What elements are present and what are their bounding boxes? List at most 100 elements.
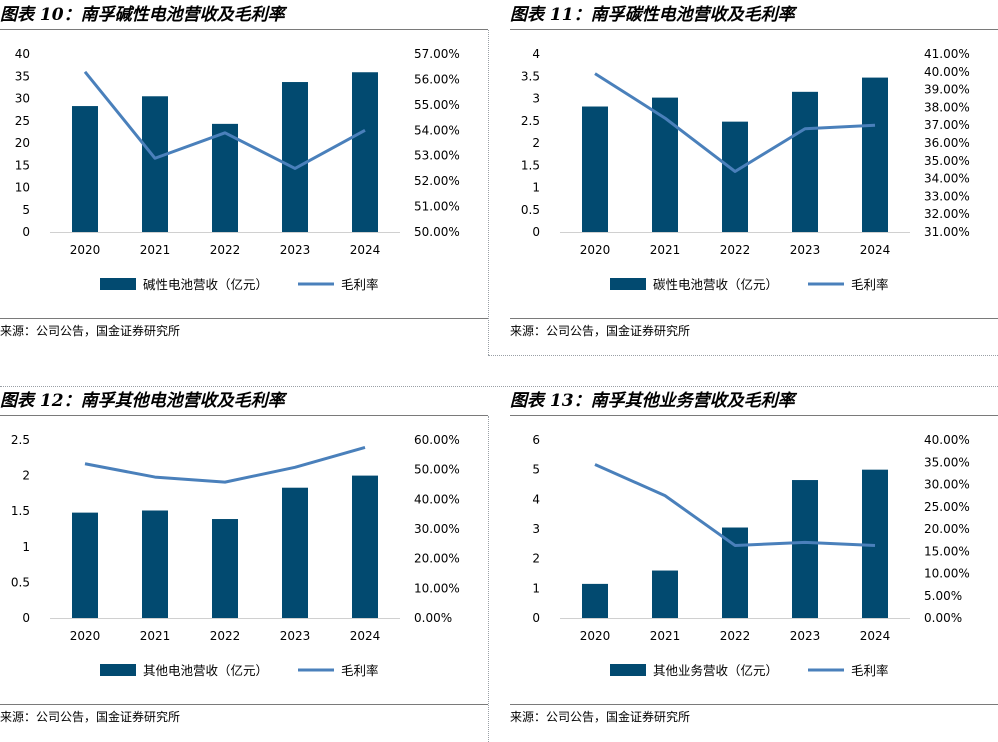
legend-bar-swatch	[100, 278, 136, 290]
revenue-bar	[212, 123, 238, 232]
chart-panel-alkaline: 图表 10：南孚碱性电池营收及毛利率 0 5 10 15 20 25 30 35 40 50.00…	[0, 0, 488, 356]
right-axis-tick: 50.00%	[414, 225, 460, 239]
right-axis-tick: 51.00%	[414, 200, 460, 214]
x-axis-tick: 2022	[720, 629, 751, 643]
left-axis-tick: 25	[15, 114, 30, 128]
right-axis-tick: 20.00%	[414, 552, 460, 566]
left-axis-tick: 2	[22, 469, 30, 483]
left-axis-tick: 15	[15, 158, 30, 172]
left-axis-tick: 5	[22, 203, 30, 217]
revenue-bar	[792, 480, 818, 618]
source-note: 来源：公司公告，国金证券研究所	[510, 324, 691, 338]
revenue-bar	[72, 106, 98, 232]
left-axis-tick: 40	[15, 47, 30, 61]
right-axis-tick: 40.00%	[924, 65, 970, 79]
right-axis-tick: 40.00%	[924, 433, 970, 447]
legend-line-label: 毛利率	[341, 277, 379, 292]
legend-bar-label: 碱性电池营收（亿元）	[143, 277, 268, 292]
right-axis-tick: 34.00%	[924, 172, 970, 186]
x-axis-tick: 2021	[140, 243, 171, 257]
chart-svg: 0 0.5 1 1.5 2 2.5 3 3.5 4 31.00% 32.00% 33.00% 34.00…	[521, 47, 970, 292]
right-axis-tick: 52.00%	[414, 174, 460, 188]
right-axis-tick: 32.00%	[924, 207, 970, 221]
source-rule	[510, 318, 998, 319]
figure-title: 图表 10：南孚碱性电池营收及毛利率	[0, 5, 285, 25]
revenue-bar	[142, 96, 168, 233]
x-axis-tick: 2020	[580, 243, 611, 257]
x-axis-tick: 2024	[860, 243, 891, 257]
right-axis-tick: 36.00%	[924, 136, 970, 150]
right-axis-tick: 38.00%	[924, 100, 970, 114]
chart-panel-carbon: 图表 11：南孚碳性电池营收及毛利率 0 0.5 1 1.5 2 2.5 3 3.5 4 31.0…	[510, 0, 998, 356]
left-axis-tick: 6	[532, 433, 540, 447]
left-axis-tick: 30	[15, 92, 30, 106]
right-axis-tick: 54.00%	[414, 123, 460, 137]
right-axis-tick: 60.00%	[414, 433, 460, 447]
left-axis-tick: 1.5	[521, 158, 540, 172]
right-axis-tick: 31.00%	[924, 225, 970, 239]
right-axis-tick: 50.00%	[414, 463, 460, 477]
source-note: 来源：公司公告，国金证券研究所	[0, 710, 181, 724]
x-axis-tick: 2023	[280, 243, 311, 257]
right-axis-tick: 35.00%	[924, 455, 970, 469]
left-axis-tick: 20	[15, 136, 30, 150]
left-axis-tick: 1	[22, 540, 30, 554]
title-rule	[0, 415, 488, 416]
right-axis-tick: 39.00%	[924, 83, 970, 97]
revenue-bar	[722, 121, 748, 232]
right-axis-tick: 15.00%	[924, 544, 970, 558]
revenue-bar	[652, 570, 678, 618]
source-note: 来源：公司公告，国金证券研究所	[0, 324, 181, 338]
revenue-bar	[862, 77, 888, 233]
figure-title: 图表 11：南孚碳性电池营收及毛利率	[510, 5, 795, 25]
figure-title: 图表 13：南孚其他业务营收及毛利率	[510, 391, 795, 411]
legend-line-label: 毛利率	[341, 663, 379, 678]
right-axis-tick: 30.00%	[414, 522, 460, 536]
revenue-bar	[282, 487, 308, 618]
left-axis-tick: 1.5	[11, 504, 30, 518]
right-axis-tick: 30.00%	[924, 478, 970, 492]
x-axis-tick: 2022	[210, 629, 241, 643]
legend-bar-swatch	[610, 664, 646, 676]
left-axis-tick: 2.5	[521, 114, 540, 128]
left-axis-tick: 2	[532, 136, 540, 150]
revenue-bar	[142, 510, 168, 618]
chart-svg: 0 5 10 15 20 25 30 35 40 50.00% 51.00% 52.00% 53.00%…	[15, 47, 460, 292]
x-axis-tick: 2023	[280, 629, 311, 643]
legend-bar-swatch	[100, 664, 136, 676]
right-axis-tick: 56.00%	[414, 72, 460, 86]
left-axis-tick: 0	[532, 225, 540, 239]
right-axis-tick: 0.00%	[414, 611, 452, 625]
right-axis-tick: 37.00%	[924, 118, 970, 132]
x-axis-tick: 2020	[70, 243, 101, 257]
x-axis-tick: 2023	[790, 629, 821, 643]
x-axis-tick: 2020	[580, 629, 611, 643]
source-note: 来源：公司公告，国金证券研究所	[510, 710, 691, 724]
revenue-bar	[582, 583, 608, 618]
left-axis-tick: 3	[532, 522, 540, 536]
legend-line-label: 毛利率	[851, 277, 889, 292]
right-axis-tick: 5.00%	[924, 589, 962, 603]
revenue-bar	[72, 512, 98, 618]
right-axis-tick: 35.00%	[924, 154, 970, 168]
left-axis-tick: 0.5	[521, 203, 540, 217]
left-axis-tick: 0.5	[11, 575, 30, 589]
revenue-bar	[212, 519, 238, 618]
horizontal-separator	[0, 386, 998, 387]
left-axis-tick: 1	[532, 181, 540, 195]
source-rule	[0, 704, 488, 705]
left-axis-tick: 3.5	[521, 69, 540, 83]
chart-panel-other-battery: 图表 12：南孚其他电池营收及毛利率 0 0.5 1 1.5 2 2.5 0.00% 10.0…	[0, 386, 488, 742]
x-axis-tick: 2024	[350, 629, 381, 643]
revenue-bar	[282, 82, 308, 232]
left-axis-tick: 0	[22, 611, 30, 625]
source-rule	[510, 704, 998, 705]
right-axis-tick: 20.00%	[924, 522, 970, 536]
left-axis-tick: 1	[532, 581, 540, 595]
x-axis-tick: 2024	[350, 243, 381, 257]
x-axis-tick: 2021	[650, 243, 681, 257]
left-axis-tick: 3	[532, 92, 540, 106]
right-axis-tick: 55.00%	[414, 98, 460, 112]
title-rule	[0, 29, 488, 30]
horizontal-separator-right	[488, 355, 998, 356]
